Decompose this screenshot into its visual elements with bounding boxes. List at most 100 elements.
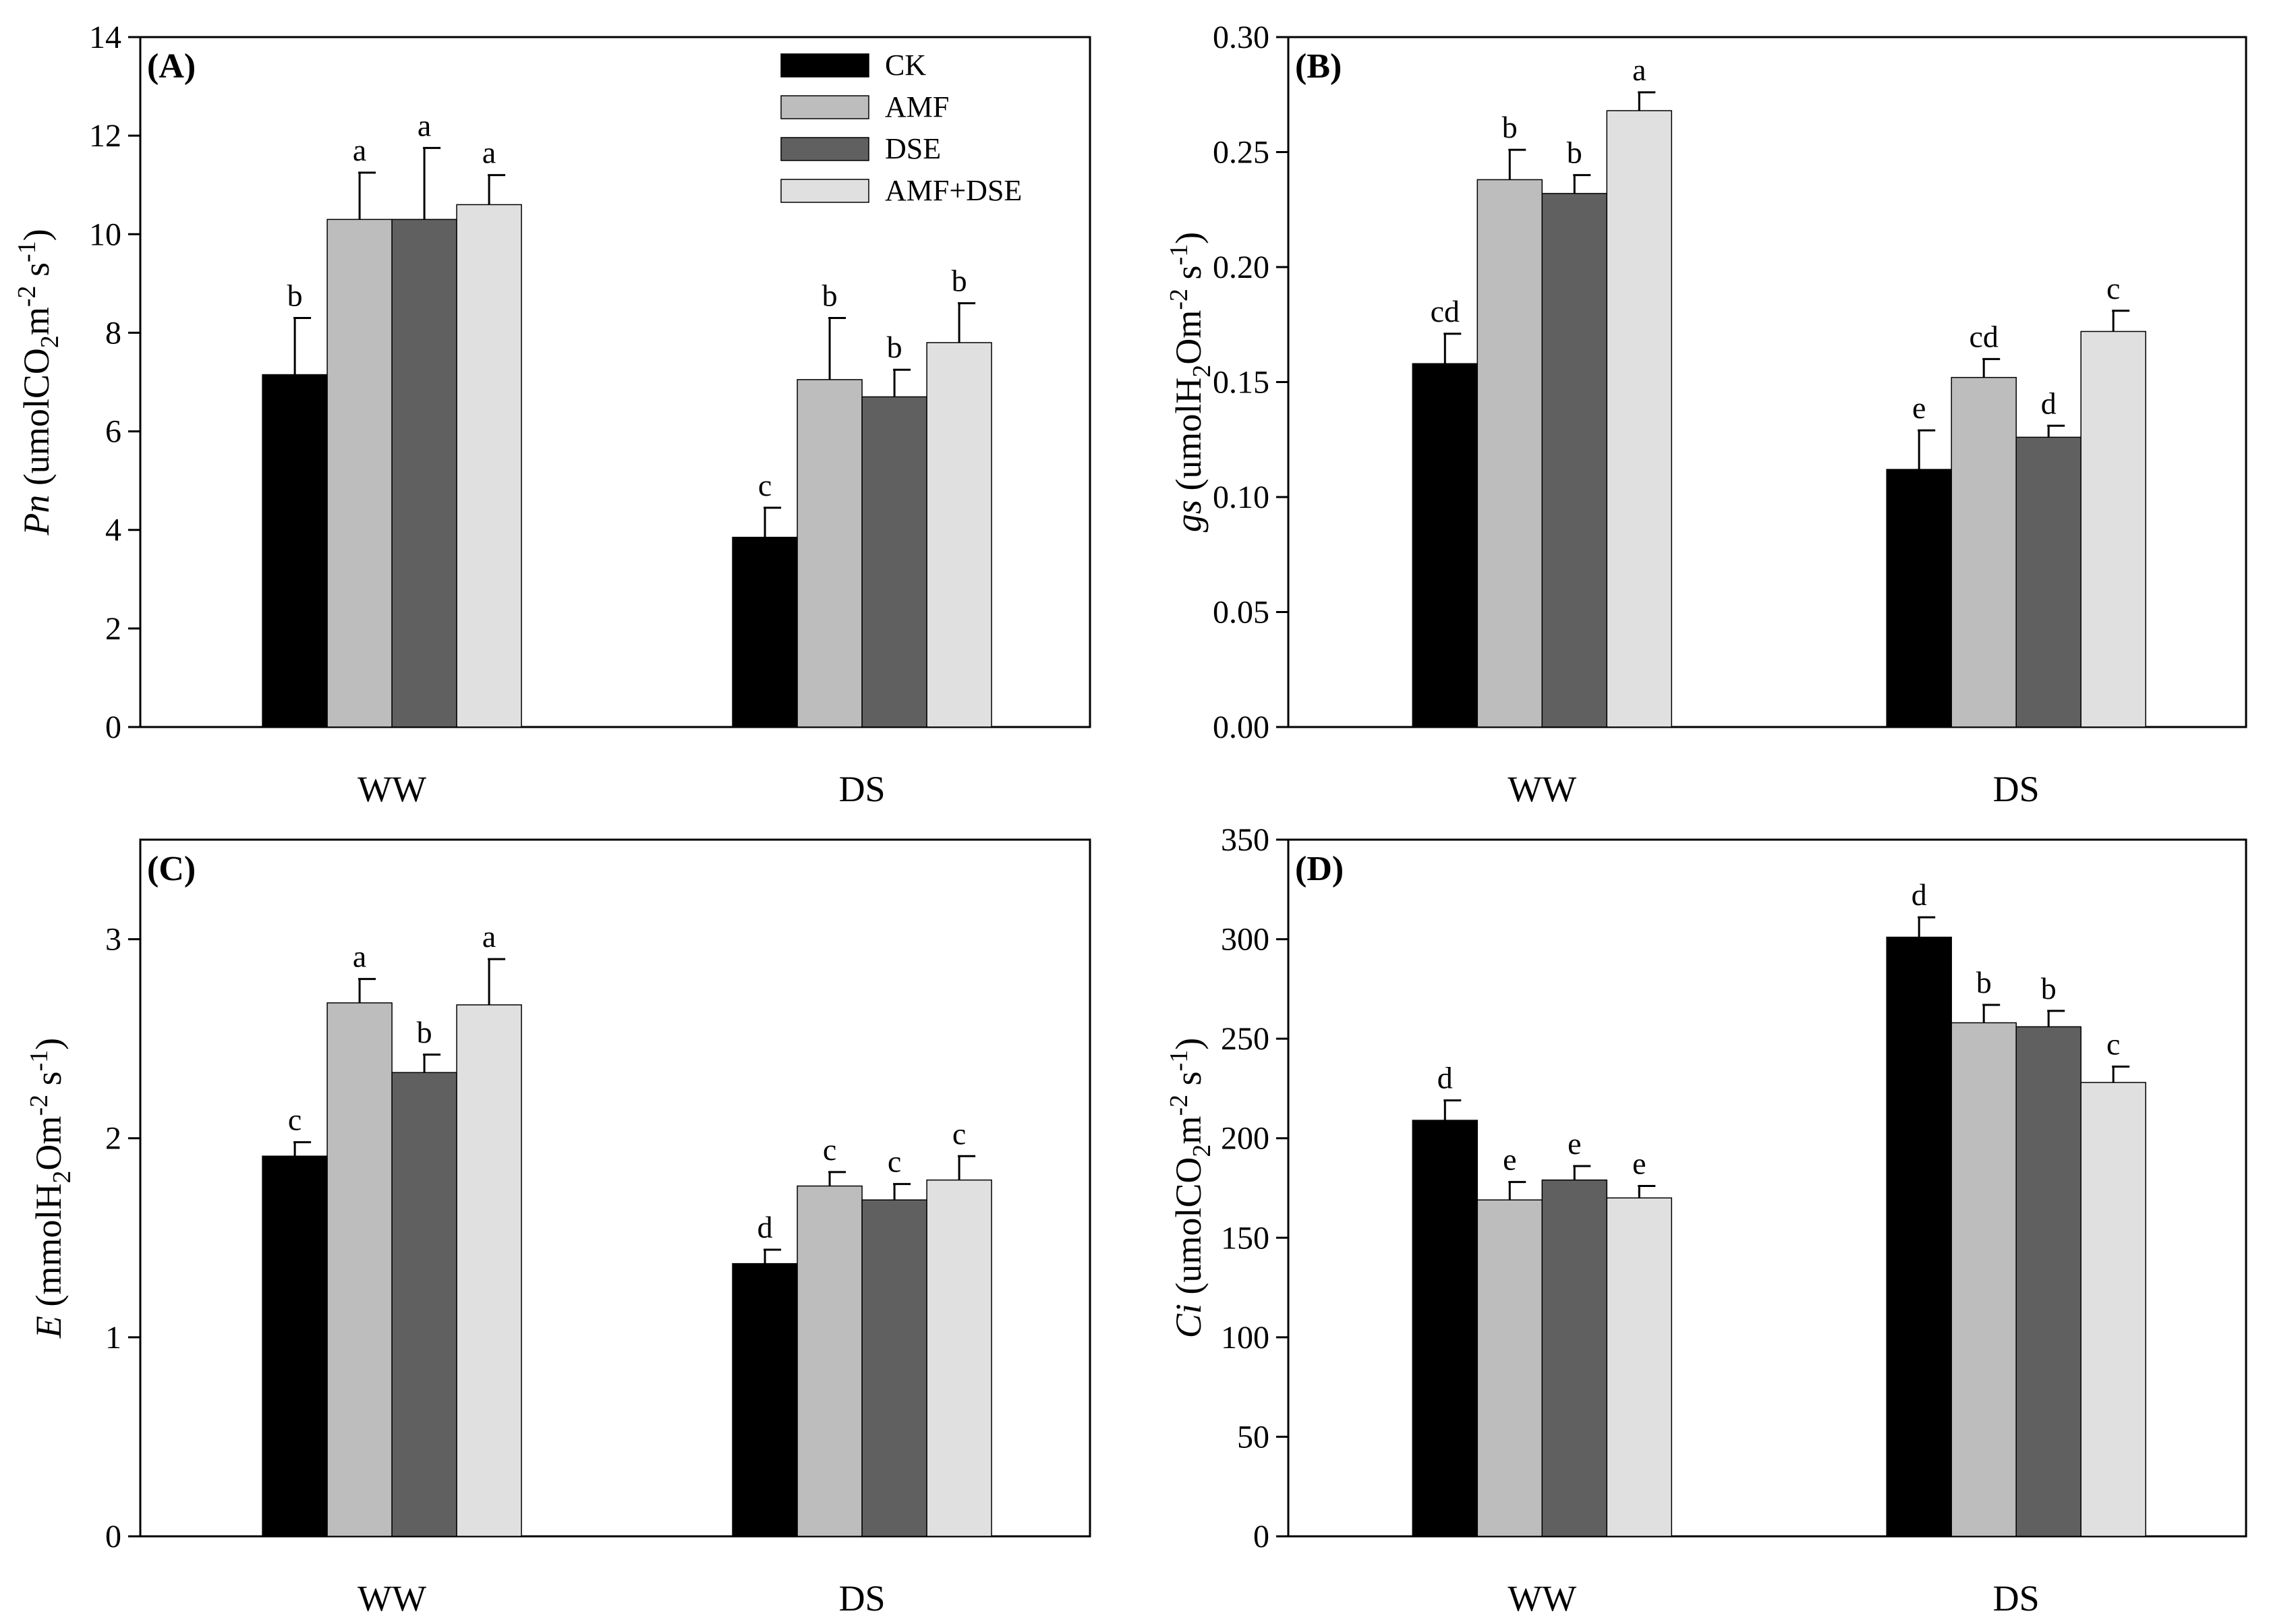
y-tick-label: 8 <box>105 315 121 351</box>
significance-letter: b <box>1502 110 1518 144</box>
y-axis-label: E (mmolH2Om-2 s-1) <box>25 1038 76 1339</box>
y-tick-label: 0 <box>1253 1519 1269 1555</box>
x-category-label: DS <box>839 769 886 809</box>
significance-letter: e <box>1912 390 1926 425</box>
significance-letter: c <box>952 1116 966 1151</box>
significance-letter: c <box>888 1144 901 1179</box>
x-category-label: WW <box>357 769 426 809</box>
bar-dse-ds <box>2015 1026 2081 1537</box>
y-axis-label-mid: m <box>16 307 57 335</box>
bar-dse-ww <box>1541 1179 1608 1537</box>
y-tick-label: 350 <box>1221 822 1269 858</box>
legend-label: DSE <box>885 132 941 165</box>
legend-swatch-amf-dse <box>780 179 869 203</box>
bar-ck-ds <box>732 1263 798 1537</box>
x-category-label: WW <box>1507 769 1576 809</box>
bar-amf-ds <box>797 379 863 728</box>
panel-label: (A) <box>147 47 196 86</box>
y-tick-label: 0.00 <box>1213 709 1269 745</box>
bar-dse-ww <box>391 1072 457 1537</box>
y-axis-label-sub: 2 <box>1188 1144 1216 1157</box>
bar-ck-ww <box>1412 1120 1478 1537</box>
bar-ck-ds <box>1886 936 1952 1537</box>
y-tick-label: 50 <box>1237 1419 1269 1455</box>
y-axis-label-pre: (umolCO <box>16 348 57 495</box>
bar-amf-ds <box>1951 376 2017 728</box>
significance-letter: a <box>418 108 431 142</box>
y-axis-label-sup2: -1 <box>1165 244 1193 266</box>
legend-swatch-amf <box>780 95 869 119</box>
y-axis-label-mid2: s <box>16 262 57 286</box>
x-category-label: DS <box>839 1578 886 1619</box>
plot-frame <box>139 36 1091 728</box>
bar-amf-dse-ds <box>2080 330 2146 728</box>
significance-letter: d <box>2041 386 2057 420</box>
bar-dse-ww <box>1541 193 1608 728</box>
y-axis-label-sub: 2 <box>1188 365 1216 378</box>
bar-amf-ds <box>1951 1022 2017 1537</box>
bar-amf-ww <box>1476 179 1543 728</box>
significance-letter: b <box>287 279 303 313</box>
bar-dse-ds <box>861 1199 927 1537</box>
y-axis-label-sub: 2 <box>48 1171 76 1184</box>
y-axis-label-sub: 2 <box>36 335 64 348</box>
significance-letter: d <box>1912 877 1927 912</box>
y-axis-label-sup1: -2 <box>25 1095 53 1116</box>
bar-amf-dse-ww <box>1606 110 1673 728</box>
significance-letter: b <box>2041 971 2057 1006</box>
y-axis-label-sup2: -1 <box>1165 1050 1193 1072</box>
y-tick-label: 10 <box>89 216 121 252</box>
y-axis-label-post: ) <box>1168 1038 1209 1050</box>
significance-letter: cd <box>1969 319 1998 353</box>
panel-label: (D) <box>1295 850 1344 888</box>
y-axis-label-mid2: s <box>1168 1071 1209 1095</box>
y-tick-label: 150 <box>1221 1220 1269 1256</box>
y-tick-label: 0.15 <box>1213 365 1269 401</box>
y-axis-label-sup2: -1 <box>13 241 41 262</box>
y-axis-label-sup1: -2 <box>13 285 41 307</box>
bar-amf-ww <box>326 219 393 728</box>
significance-letter: b <box>952 264 967 298</box>
y-tick-label: 0.30 <box>1213 20 1269 55</box>
y-tick-label: 1 <box>105 1320 121 1356</box>
significance-letter: c <box>288 1103 301 1137</box>
y-axis-label: Ci (umolCO2m-2 s-1) <box>1165 1038 1216 1338</box>
significance-letter: d <box>757 1210 773 1244</box>
significance-letter: cd <box>1431 294 1460 328</box>
significance-letter: b <box>887 330 902 364</box>
significance-letter: a <box>482 136 496 170</box>
y-axis-label-italic: E <box>28 1316 69 1339</box>
y-tick-label: 200 <box>1221 1121 1269 1157</box>
significance-letter: b <box>822 279 838 313</box>
y-tick-label: 100 <box>1221 1320 1269 1356</box>
y-axis-label-mid2: s <box>28 1071 69 1095</box>
bar-ck-ds <box>732 536 798 728</box>
bar-amf-ww <box>326 1002 393 1537</box>
bar-amf-ds <box>797 1185 863 1537</box>
legend-swatch-ck <box>780 53 869 78</box>
significance-letter: b <box>1567 136 1582 170</box>
legend-label: CK <box>885 49 926 82</box>
y-tick-label: 12 <box>89 118 121 154</box>
y-axis-label-italic: Pn <box>16 495 57 536</box>
plot-frame <box>1287 838 2247 1538</box>
significance-letter: a <box>353 133 366 167</box>
bar-ck-ds <box>1886 469 1952 728</box>
y-axis-label-sup1: -2 <box>1165 289 1193 310</box>
bar-dse-ds <box>2015 436 2081 728</box>
y-axis-label-pre: (mmolH <box>28 1184 69 1316</box>
y-axis-label-pre: (umolCO <box>1168 1157 1209 1304</box>
x-category-label: DS <box>1993 769 2040 809</box>
panel-label: (B) <box>1295 47 1342 86</box>
bar-dse-ww <box>391 219 457 728</box>
y-axis-label-italic: gs <box>1168 500 1209 532</box>
y-tick-label: 250 <box>1221 1021 1269 1057</box>
significance-letter: e <box>1568 1126 1581 1161</box>
significance-letter: c <box>2106 1026 2120 1061</box>
y-axis-label-pre: (umolH <box>1168 378 1209 500</box>
significance-letter: a <box>482 919 496 954</box>
y-axis-label: Pn (umolCO2m-2 s-1) <box>13 229 64 535</box>
y-axis-label-post: ) <box>16 229 57 241</box>
